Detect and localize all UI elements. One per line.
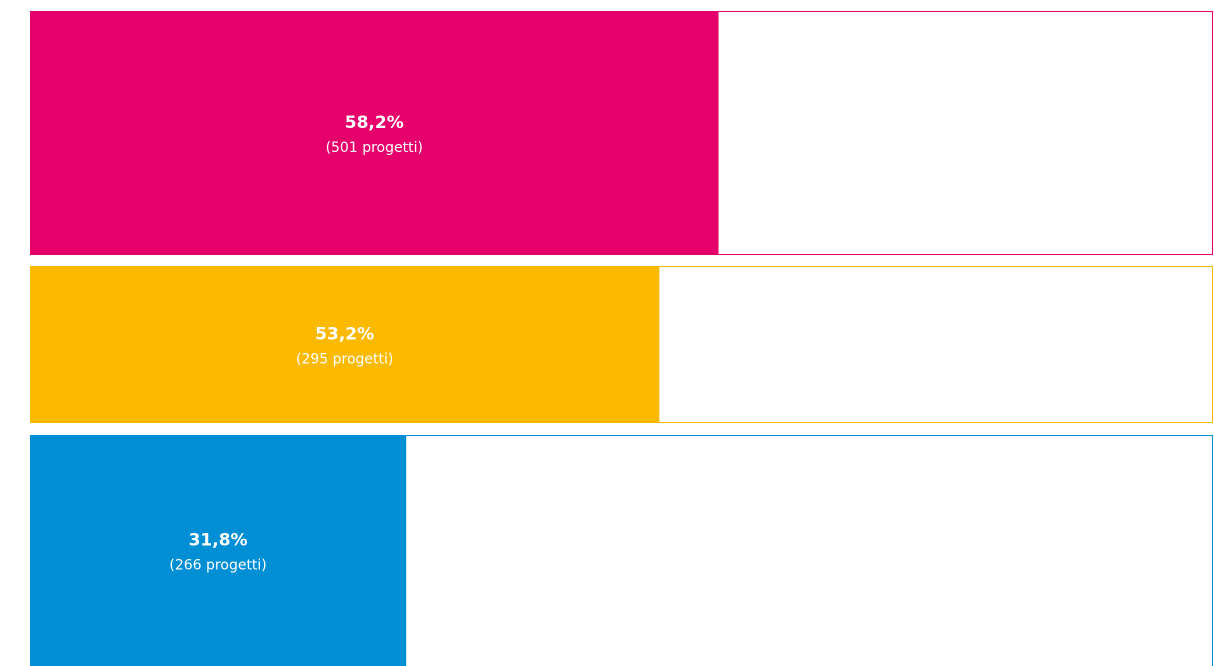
bar [30, 266, 660, 423]
count-label: (266 progetti) [169, 558, 266, 574]
bar [30, 11, 719, 255]
value-label: 58,2% [345, 113, 404, 133]
value-label: 53,2% [315, 325, 374, 345]
count-label: (501 progetti) [326, 140, 423, 156]
value-label: 31,8% [189, 531, 248, 551]
count-label: (295 progetti) [296, 352, 393, 368]
bar [30, 435, 407, 666]
